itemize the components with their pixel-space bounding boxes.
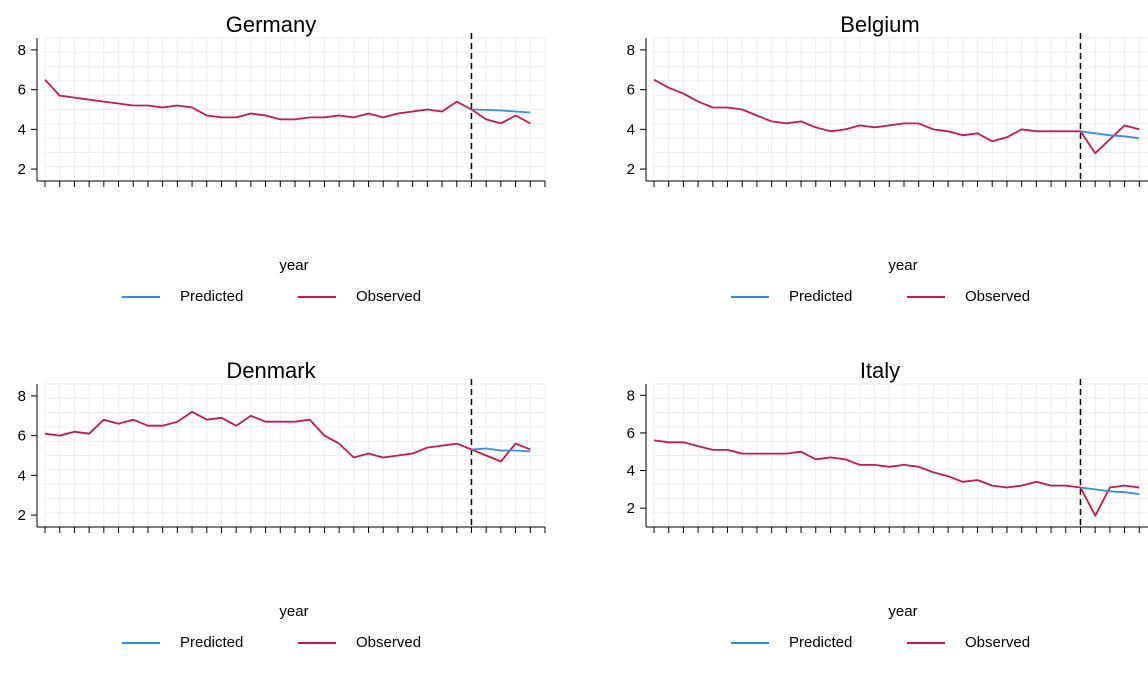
- observed-series-line: [653, 78, 1140, 155]
- y-tick-label: 2: [627, 161, 635, 178]
- y-tick-label: 2: [627, 500, 635, 517]
- y-tick-label: 6: [627, 82, 635, 99]
- y-tick-label: 2: [18, 507, 26, 524]
- legend-predicted-swatch: [731, 642, 769, 644]
- legend-observed-swatch: [298, 642, 336, 644]
- y-tick-label: 2: [18, 161, 26, 178]
- predicted-series-line: [471, 108, 531, 114]
- observed-series-line: [44, 79, 531, 125]
- legend-predicted-label: Predicted: [180, 288, 244, 305]
- y-tick-label: 4: [18, 467, 26, 484]
- legend-predicted-swatch: [122, 642, 160, 644]
- y-tick-label: 6: [18, 82, 26, 99]
- denmark-plot-svg: 2 4 6 8: [18, 379, 546, 533]
- y-tick-label: 8: [627, 387, 635, 404]
- legend-observed-label: Observed: [965, 288, 1031, 305]
- legend-observed-swatch: [907, 296, 945, 298]
- y-tick-label: 8: [627, 42, 635, 59]
- grid: [44, 383, 546, 528]
- chart-title: Germany: [225, 12, 317, 37]
- y-tick-label: 6: [627, 425, 635, 442]
- legend-predicted-label: Predicted: [789, 634, 853, 651]
- observed-series-line: [44, 410, 531, 463]
- y-tick-label: 4: [627, 463, 635, 480]
- grid: [653, 383, 1148, 528]
- y-tick-label: 4: [18, 121, 26, 138]
- chart-title: Denmark: [226, 358, 316, 383]
- panel-italy: Italy 2 4 6 8 year Predicted Observed: [609, 346, 1148, 679]
- predicted-series-line: [471, 447, 531, 453]
- y-tick-label: 8: [18, 42, 26, 59]
- legend-predicted-swatch: [731, 296, 769, 298]
- legend-observed-label: Observed: [965, 634, 1031, 651]
- legend-predicted-label: Predicted: [789, 288, 853, 305]
- legend-predicted-label: Predicted: [180, 634, 244, 651]
- y-tick-label: 6: [18, 428, 26, 445]
- italy-plot-svg: 2 4 6 8: [627, 379, 1148, 533]
- chart-title: Italy: [859, 358, 901, 383]
- x-axis-label: year: [279, 257, 309, 274]
- x-axis-label: year: [279, 603, 309, 620]
- predicted-series-line: [1080, 486, 1140, 495]
- y-tick-label: 4: [627, 121, 635, 138]
- observed-series-line: [653, 439, 1140, 517]
- panel-denmark: Denmark 2 4 6 8 year Predicted Observed: [0, 346, 574, 679]
- panel-germany: Germany 2 4 6 8 year Predicted Observed: [0, 0, 574, 333]
- legend-observed-swatch: [298, 296, 336, 298]
- x-axis-label: year: [888, 257, 918, 274]
- belgium-plot-svg: 2 4 6 8: [627, 33, 1148, 187]
- legend-observed-label: Observed: [356, 288, 422, 305]
- grid: [653, 37, 1148, 182]
- legend-predicted-swatch: [122, 296, 160, 298]
- legend-observed-swatch: [907, 642, 945, 644]
- chart-title: Belgium: [840, 12, 920, 37]
- predicted-series-line: [1080, 130, 1140, 140]
- legend-observed-label: Observed: [356, 634, 422, 651]
- germany-plot-svg: 2 4 6 8: [18, 33, 546, 187]
- panel-belgium: Belgium 2 4 6 8 year Predicted Observed: [609, 0, 1148, 333]
- x-axis-label: year: [888, 603, 918, 620]
- y-tick-label: 8: [18, 388, 26, 405]
